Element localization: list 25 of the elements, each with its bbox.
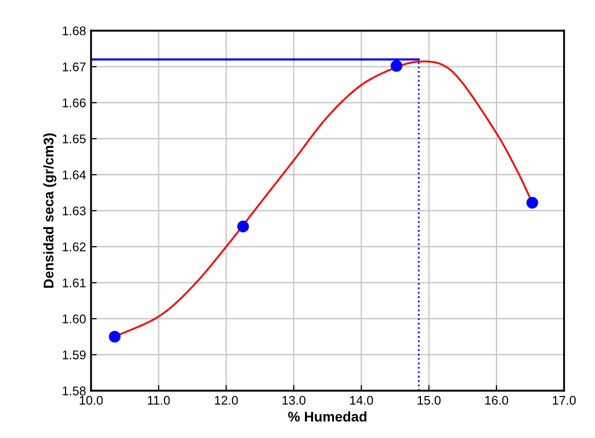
- x-tick-label: 15.0: [418, 396, 441, 405]
- point: [108, 330, 121, 343]
- x-axis-title: % Humedad: [288, 411, 366, 422]
- y-tick-label: 1.58: [62, 386, 86, 396]
- y-tick-label: 1.68: [62, 26, 86, 36]
- y-tick-label: 1.61: [62, 278, 86, 288]
- y-tick-label: 1.63: [62, 206, 86, 216]
- y-tick-label: 1.66: [62, 98, 86, 108]
- y-tick-label: 1.67: [62, 62, 86, 72]
- x-tick-label: 13.0: [282, 396, 306, 405]
- y-axis-title: Densidad seca (gr/cm3): [43, 133, 56, 288]
- x-tick-label: 12.0: [214, 396, 238, 405]
- y-tick-label: 1.62: [62, 242, 86, 252]
- point: [237, 220, 249, 232]
- point: [526, 196, 538, 209]
- y-tick-label: 1.65: [62, 134, 86, 144]
- x-tick-label: 17.0: [552, 396, 576, 405]
- y-tick-label: 1.59: [62, 350, 86, 360]
- x-tick-label: 11.0: [148, 396, 170, 405]
- x-tick-label: 10.0: [80, 396, 103, 405]
- x-tick-label: 16.0: [485, 396, 508, 405]
- y-tick-label: 1.60: [62, 314, 86, 324]
- point: [390, 60, 402, 72]
- y-tick-label: 1.64: [62, 170, 86, 180]
- x-tick-label: 14.0: [350, 396, 374, 405]
